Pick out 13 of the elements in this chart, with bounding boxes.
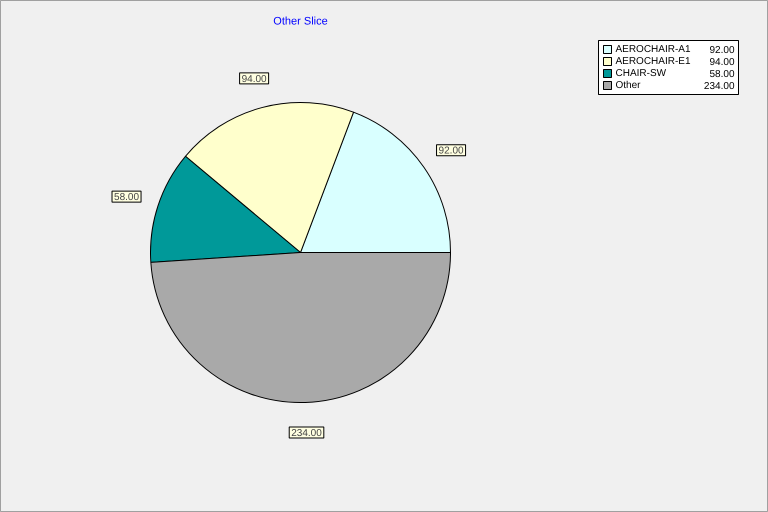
text: 58.00 [709, 69, 735, 80]
legend-label: Other [616, 80, 642, 92]
data-label: 92.00 [438, 146, 464, 157]
chart-title: Other Slice [273, 16, 328, 28]
legend-label: AEROCHAIR-E1 [616, 56, 691, 68]
legend-label: AEROCHAIR-A1 [616, 44, 691, 56]
text: 94.00 [709, 57, 735, 68]
data-label: 94.00 [242, 74, 268, 85]
data-label: 58.00 [114, 192, 140, 204]
legend-label: CHAIR-SW [616, 68, 667, 80]
text: 92.00 [709, 45, 735, 56]
text: 234.00 [704, 81, 735, 92]
data-label: 234.00 [291, 428, 322, 439]
